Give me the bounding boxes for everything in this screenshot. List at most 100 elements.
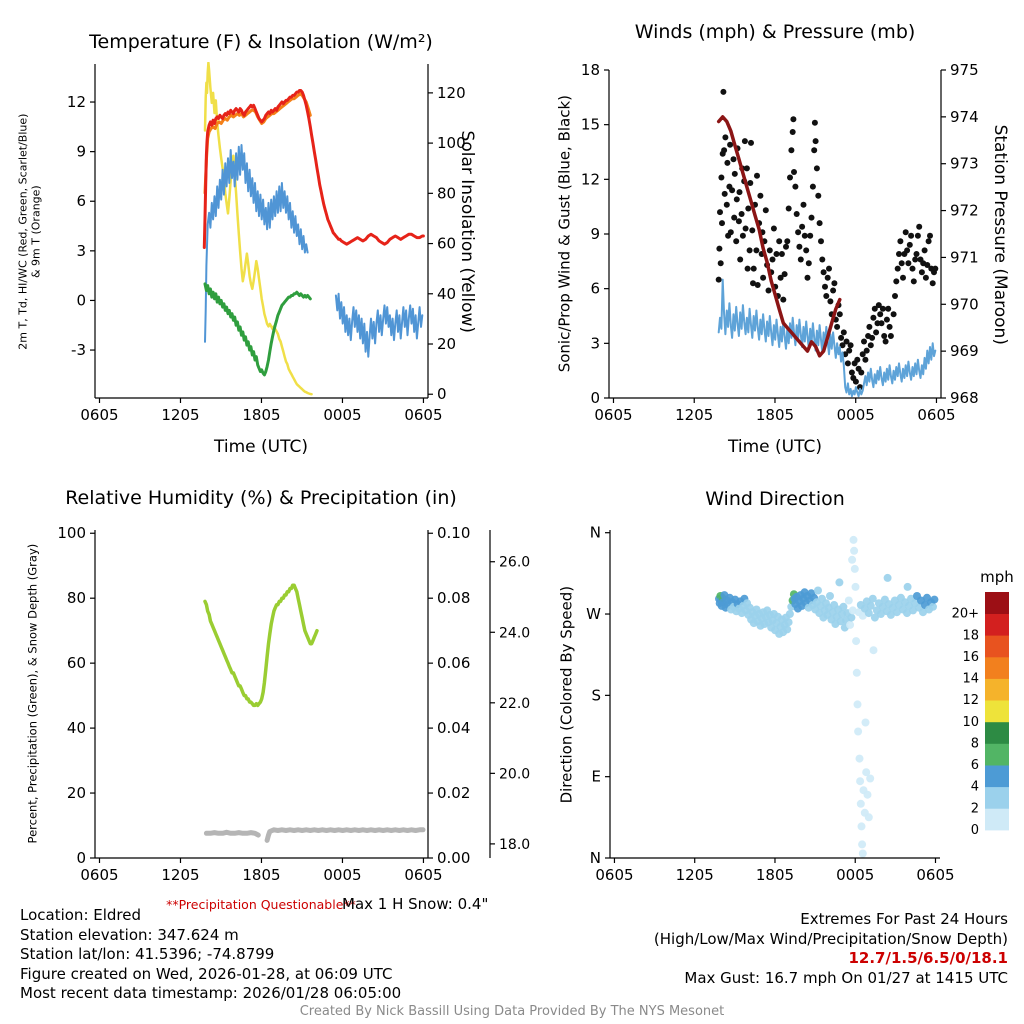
credit-line: Created By Nick Bassill Using Data Provi…: [299, 1004, 725, 1019]
station-latlon: Station lat/lon: 41.5396; -74.8799: [20, 945, 275, 963]
speed-colorbar: 20+ 18 16 14 12 10 8 6 4 2 0: [952, 592, 1009, 838]
station-location: Location: Eldred: [20, 906, 142, 924]
max-gust: Max Gust: 16.7 mph On 01/27 at 1415 UTC: [684, 968, 1008, 987]
svg-text:1205: 1205: [161, 406, 199, 424]
winds-xlabel: Time (UTC): [728, 437, 822, 457]
svg-text:1205: 1205: [161, 866, 199, 884]
recent-timestamp: Most recent data timestamp: 2026/01/28 0…: [20, 984, 402, 1002]
svg-text:0605: 0605: [404, 406, 442, 424]
svg-text:971: 971: [950, 248, 979, 266]
svg-text:969: 969: [950, 342, 979, 360]
svg-text:0005: 0005: [836, 866, 874, 884]
max-snow-note: Max 1 H Snow: 0.4": [342, 895, 489, 913]
svg-text:26.0: 26.0: [499, 555, 530, 571]
series-snow-depth-gray: [203, 827, 426, 843]
station-elevation: Station elevation: 347.624 m: [20, 925, 239, 944]
svg-text:0.02: 0.02: [437, 784, 470, 802]
svg-text:1205: 1205: [675, 406, 713, 424]
svg-text:0.04: 0.04: [437, 719, 470, 737]
svg-text:0005: 0005: [323, 406, 361, 424]
svg-text:20: 20: [67, 784, 86, 802]
svg-text:18.0: 18.0: [499, 837, 530, 853]
svg-text:N: N: [590, 524, 601, 542]
precipitation-questionable-note: **Precipitation Questionable**: [166, 897, 356, 912]
svg-text:S: S: [591, 686, 601, 704]
pressure-ylabel-right: Station Pressure (Maroon): [989, 124, 1010, 345]
series-dew-point-green: [203, 282, 312, 377]
extremes-values: 12.7/1.5/6.5/0/18.1: [848, 949, 1008, 967]
temperature-xlabel: Time (UTC): [214, 437, 308, 457]
svg-text:22.0: 22.0: [499, 696, 530, 712]
series-relative-humidity-green: [203, 583, 319, 708]
svg-text:40: 40: [67, 719, 86, 737]
svg-text:E: E: [592, 768, 601, 786]
svg-text:60: 60: [67, 654, 86, 672]
chart-humidity: 0605 1205 1805 0005 06050204060801000.000.02…: [57, 524, 530, 884]
insolation-ylabel-right: Solar Insolation (Yellow): [456, 130, 477, 334]
svg-text:1805: 1805: [242, 866, 280, 884]
svg-text:3: 3: [76, 242, 86, 260]
series-layer: [202, 62, 425, 396]
svg-text:0.08: 0.08: [437, 589, 470, 607]
series-wind-chill-blue: [204, 144, 424, 358]
chart-title-humidity: Relative Humidity (%) & Precipitation (i…: [65, 487, 457, 509]
chart-title-winds: Winds (mph) & Pressure (mb): [634, 21, 916, 43]
svg-text:40: 40: [437, 285, 456, 303]
svg-text:0: 0: [76, 849, 86, 867]
svg-text:0.06: 0.06: [437, 654, 470, 672]
svg-text:100: 100: [57, 524, 86, 542]
series-layer: [715, 535, 939, 858]
temperature-ylabel-line1: 2m T, Td, HI/WC (Red, Green, Scarlet/Blu…: [16, 113, 30, 350]
svg-text:0605: 0605: [404, 866, 442, 884]
svg-text:0005: 0005: [837, 406, 875, 424]
series-layer: [203, 583, 426, 843]
svg-text:18: 18: [962, 628, 979, 643]
svg-text:20: 20: [437, 335, 456, 353]
svg-text:120: 120: [437, 84, 466, 102]
winds-ylabel: Sonic/Prop Wind & Gust (Blue, Black): [555, 94, 574, 373]
series-layer: [715, 88, 939, 398]
svg-text:975: 975: [950, 61, 979, 79]
axes-humidity: 0605 1205 1805 0005 06050204060801000.000.02…: [57, 524, 530, 884]
chart-temperature: 0605 1205 1805 0005 0605-3036912020406080100…: [67, 62, 466, 424]
series-wind-gust-black: [715, 88, 939, 391]
svg-text:16: 16: [962, 650, 979, 665]
chart-title-winddir: Wind Direction: [705, 488, 845, 510]
chart-title-temperature: Temperature (F) & Insolation (W/m²): [89, 31, 433, 53]
svg-text:14: 14: [962, 672, 979, 687]
svg-text:0.10: 0.10: [437, 524, 470, 542]
svg-text:0605: 0605: [916, 866, 954, 884]
svg-text:6: 6: [590, 280, 600, 298]
svg-text:24.0: 24.0: [499, 625, 530, 641]
svg-text:974: 974: [950, 108, 979, 126]
svg-text:6: 6: [76, 192, 86, 210]
extremes-legend: (High/Low/Max Wind/Precipitation/Snow De…: [653, 929, 1008, 948]
series-wind-direction-colored: [715, 535, 939, 858]
svg-text:12: 12: [962, 693, 979, 708]
svg-text:W: W: [586, 605, 601, 623]
svg-text:6: 6: [971, 758, 979, 773]
svg-text:973: 973: [950, 155, 979, 173]
svg-text:9: 9: [76, 143, 86, 161]
series-9m-temperature-orange: [203, 92, 312, 195]
winddir-ylabel: Direction (Colored By Speed): [557, 585, 576, 804]
svg-text:N: N: [590, 849, 601, 867]
svg-text:0605: 0605: [80, 866, 118, 884]
svg-text:20.0: 20.0: [499, 766, 530, 782]
svg-text:0605: 0605: [917, 406, 955, 424]
svg-text:18: 18: [581, 61, 600, 79]
colorbar-title: mph: [980, 568, 1014, 586]
svg-text:972: 972: [950, 202, 979, 220]
series-solar-insolation-yellow: [203, 62, 313, 396]
svg-text:968: 968: [950, 389, 979, 407]
svg-text:0: 0: [971, 823, 979, 838]
svg-text:0: 0: [437, 385, 447, 403]
svg-text:100: 100: [437, 134, 466, 152]
extremes-title: Extremes For Past 24 Hours: [800, 910, 1008, 928]
temperature-ylabel: 2m T, Td, HI/WC (Red, Green, Scarlet/Blu…: [16, 22, 42, 442]
svg-text:20+: 20+: [952, 607, 979, 622]
svg-text:8: 8: [971, 737, 979, 752]
